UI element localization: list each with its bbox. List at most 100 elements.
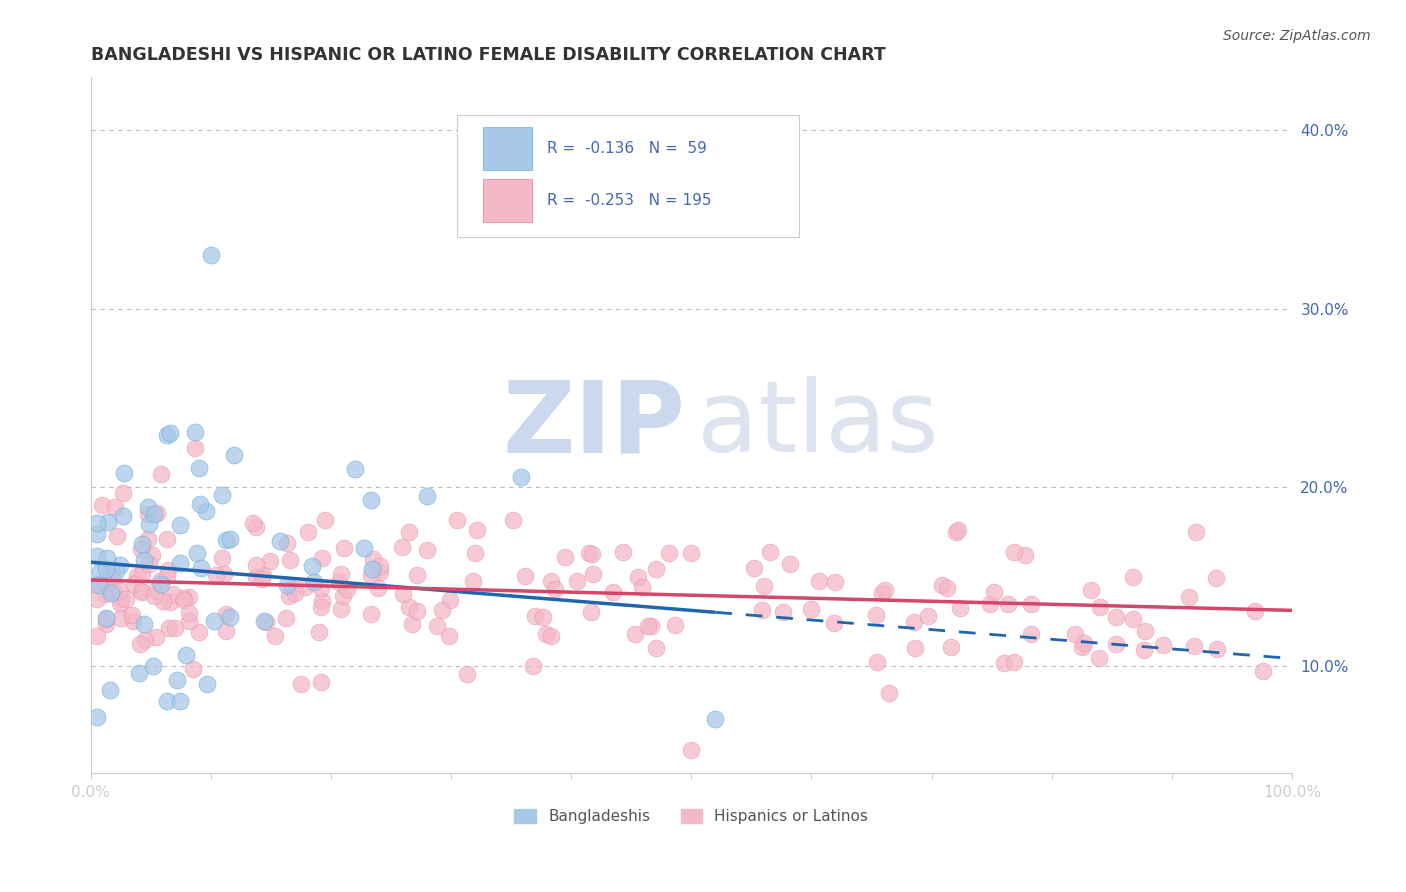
Hispanics or Latinos <box>172 591 194 606</box>
Bangladeshis <box>252 614 274 628</box>
Hispanics or Latinos <box>681 742 703 756</box>
Bangladeshis <box>416 489 439 503</box>
Hispanics or Latinos <box>391 541 413 555</box>
Bangladeshis <box>195 504 218 518</box>
Hispanics or Latinos <box>157 622 180 636</box>
Hispanics or Latinos <box>640 619 662 633</box>
Hispanics or Latinos <box>627 569 650 583</box>
Bangladeshis <box>360 562 382 576</box>
Hispanics or Latinos <box>129 583 152 598</box>
Hispanics or Latinos <box>979 597 1001 611</box>
Bangladeshis <box>166 673 188 687</box>
Hispanics or Latinos <box>100 566 122 580</box>
Bangladeshis <box>510 470 533 484</box>
Hispanics or Latinos <box>752 579 775 593</box>
Bangladeshis <box>104 564 127 578</box>
Hispanics or Latinos <box>149 574 172 589</box>
Hispanics or Latinos <box>110 591 132 606</box>
Bangladeshis <box>187 461 209 475</box>
Hispanics or Latinos <box>215 624 238 638</box>
Hispanics or Latinos <box>336 582 359 597</box>
Legend: Bangladeshis, Hispanics or Latinos: Bangladeshis, Hispanics or Latinos <box>515 809 868 824</box>
Hispanics or Latinos <box>534 626 557 640</box>
Hispanics or Latinos <box>866 655 889 669</box>
Hispanics or Latinos <box>104 500 127 514</box>
Hispanics or Latinos <box>1104 610 1126 624</box>
Hispanics or Latinos <box>110 584 132 599</box>
Hispanics or Latinos <box>426 618 449 632</box>
Hispanics or Latinos <box>143 583 166 598</box>
Bangladeshis <box>360 492 382 507</box>
Hispanics or Latinos <box>540 574 562 588</box>
Hispanics or Latinos <box>309 582 332 596</box>
Hispanics or Latinos <box>252 568 274 582</box>
Hispanics or Latinos <box>93 574 115 589</box>
Bangladeshis <box>111 508 134 523</box>
Hispanics or Latinos <box>949 601 972 615</box>
Hispanics or Latinos <box>401 617 423 632</box>
Hispanics or Latinos <box>370 558 392 573</box>
Hispanics or Latinos <box>1087 650 1109 665</box>
Hispanics or Latinos <box>122 577 145 591</box>
Hispanics or Latinos <box>162 587 184 601</box>
Hispanics or Latinos <box>254 615 277 629</box>
Bangladeshis <box>169 518 191 533</box>
Bangladeshis <box>94 562 117 576</box>
Bangladeshis <box>343 462 366 476</box>
Hispanics or Latinos <box>105 529 128 543</box>
Hispanics or Latinos <box>1080 583 1102 598</box>
Hispanics or Latinos <box>1105 637 1128 651</box>
Bangladeshis <box>202 614 225 628</box>
Hispanics or Latinos <box>136 532 159 546</box>
Hispanics or Latinos <box>294 581 316 595</box>
Hispanics or Latinos <box>406 604 429 618</box>
Hispanics or Latinos <box>1002 544 1025 558</box>
Hispanics or Latinos <box>136 507 159 521</box>
Hispanics or Latinos <box>948 523 970 537</box>
Hispanics or Latinos <box>101 572 124 586</box>
Hispanics or Latinos <box>1019 597 1042 611</box>
Hispanics or Latinos <box>823 615 845 630</box>
Bangladeshis <box>276 578 298 592</box>
Hispanics or Latinos <box>125 569 148 583</box>
Hispanics or Latinos <box>134 633 156 648</box>
Hispanics or Latinos <box>205 568 228 582</box>
Hispanics or Latinos <box>945 524 967 539</box>
Hispanics or Latinos <box>163 621 186 635</box>
Hispanics or Latinos <box>361 552 384 566</box>
FancyBboxPatch shape <box>457 115 800 237</box>
Hispanics or Latinos <box>664 617 686 632</box>
Bangladeshis <box>96 550 118 565</box>
Hispanics or Latinos <box>297 524 319 539</box>
Hispanics or Latinos <box>332 541 354 555</box>
Hispanics or Latinos <box>681 546 703 560</box>
Bangladeshis <box>100 585 122 599</box>
Hispanics or Latinos <box>367 581 389 595</box>
Hispanics or Latinos <box>360 568 382 582</box>
Hispanics or Latinos <box>1122 611 1144 625</box>
Bangladeshis <box>188 497 211 511</box>
Hispanics or Latinos <box>181 662 204 676</box>
Bangladeshis <box>156 694 179 708</box>
Hispanics or Latinos <box>446 513 468 527</box>
Bar <box>484 127 531 170</box>
Hispanics or Latinos <box>1152 638 1174 652</box>
Hispanics or Latinos <box>96 617 118 632</box>
Hispanics or Latinos <box>179 591 201 605</box>
Hispanics or Latinos <box>630 580 652 594</box>
Hispanics or Latinos <box>278 553 301 567</box>
Hispanics or Latinos <box>110 611 132 625</box>
Bar <box>484 179 531 222</box>
Hispanics or Latinos <box>645 641 668 656</box>
Hispanics or Latinos <box>1019 627 1042 641</box>
Hispanics or Latinos <box>242 516 264 530</box>
Bangladeshis <box>112 466 135 480</box>
Hispanics or Latinos <box>138 557 160 571</box>
Bangladeshis <box>186 545 208 559</box>
Hispanics or Latinos <box>86 592 108 607</box>
Hispanics or Latinos <box>1182 639 1205 653</box>
Hispanics or Latinos <box>329 566 352 581</box>
Hispanics or Latinos <box>461 574 484 588</box>
Hispanics or Latinos <box>152 593 174 607</box>
Hispanics or Latinos <box>406 567 429 582</box>
